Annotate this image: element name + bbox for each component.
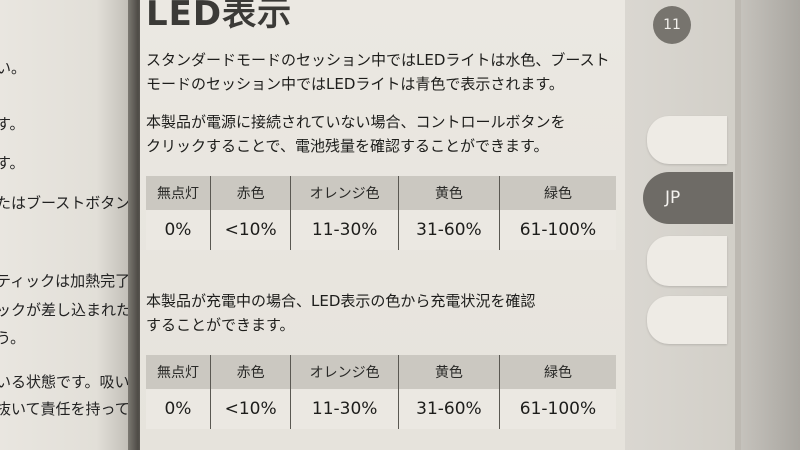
table-cell: 11-30% <box>290 210 399 250</box>
table-cell: 31-60% <box>397 210 500 250</box>
left-text-line: ックが差し込まれた <box>0 301 132 319</box>
table-header-cell: 緑色 <box>498 176 616 210</box>
paragraph-line: モードのセッション中ではLEDライトは青色で表示されます。 <box>146 75 564 93</box>
left-text-line: たはブーストボタン <box>0 194 131 212</box>
table-header-cell: 黄色 <box>397 355 500 389</box>
paragraph-charging: 本製品が充電中の場合、LED表示の色から充電状況を確認 することができます。 <box>146 289 535 337</box>
table-cell: 0% <box>146 210 211 250</box>
page-edge-strip <box>735 0 741 450</box>
paragraph-line: 本製品が電源に接続されていない場合、コントロールボタンを <box>146 113 566 131</box>
paragraph-line: スタンダードモードのセッション中ではLEDライトは水色、ブースト <box>146 51 610 69</box>
index-tab[interactable] <box>647 296 727 344</box>
table-header-cell: 無点灯 <box>146 176 211 210</box>
paragraph-led-mode: スタンダードモードのセッション中ではLEDライトは水色、ブースト モードのセッシ… <box>146 48 610 96</box>
paragraph-line: 本製品が充電中の場合、LED表示の色から充電状況を確認 <box>146 292 536 310</box>
table-cell: 31-60% <box>397 389 500 429</box>
table-header-cell: 緑色 <box>498 355 616 389</box>
index-tab[interactable] <box>647 236 727 286</box>
table-header-row: 無点灯 赤色 オレンジ色 黄色 緑色 <box>146 355 616 389</box>
index-tabs: 11 JP <box>625 0 735 450</box>
left-text-line: いる状態です。吸い <box>0 373 130 391</box>
language-tab-jp[interactable]: JP <box>643 172 733 224</box>
index-tab[interactable] <box>647 116 727 164</box>
page-title: LED表示 <box>146 0 293 34</box>
table-cell: 11-30% <box>290 389 399 429</box>
table-header-cell: オレンジ色 <box>290 355 399 389</box>
paragraph-line: することができます。 <box>146 316 295 334</box>
table-cell: <10% <box>209 389 291 429</box>
table-header-cell: 無点灯 <box>146 355 211 389</box>
charging-level-table: 無点灯 赤色 オレンジ色 黄色 緑色 0% <10% 11-30% 31-60%… <box>146 355 616 429</box>
table-header-cell: オレンジ色 <box>290 176 399 210</box>
table-header-cell: 赤色 <box>209 355 291 389</box>
left-text-line: う。 <box>0 329 26 347</box>
left-page: い。 す。 す。 たはブーストボタン ティックは加熱完了、 ックが差し込まれた … <box>0 0 138 450</box>
page-number-badge: 11 <box>653 6 691 44</box>
left-text-line: 抜いて責任を持って <box>0 400 130 418</box>
table-cell: <10% <box>209 210 291 250</box>
left-text-line: す。 <box>0 115 25 133</box>
left-text-line: い。 <box>0 59 27 77</box>
battery-level-table: 無点灯 赤色 オレンジ色 黄色 緑色 0% <10% 11-30% 31-60%… <box>146 176 616 250</box>
table-header-row: 無点灯 赤色 オレンジ色 黄色 緑色 <box>146 176 616 210</box>
paragraph-battery-check: 本製品が電源に接続されていない場合、コントロールボタンを クリックすることで、電… <box>146 110 566 158</box>
paragraph-line: クリックすることで、電池残量を確認することができます。 <box>146 137 549 155</box>
table-row: 0% <10% 11-30% 31-60% 61-100% <box>146 210 616 250</box>
table-row: 0% <10% 11-30% 31-60% 61-100% <box>146 389 616 429</box>
left-text-line: ティックは加熱完了、 <box>0 272 138 290</box>
table-cell: 61-100% <box>498 210 616 250</box>
table-cell: 61-100% <box>498 389 616 429</box>
page-stack-edge <box>735 0 800 450</box>
left-text-line: す。 <box>0 154 25 172</box>
table-header-cell: 赤色 <box>209 176 291 210</box>
table-cell: 0% <box>146 389 211 429</box>
table-header-cell: 黄色 <box>397 176 500 210</box>
